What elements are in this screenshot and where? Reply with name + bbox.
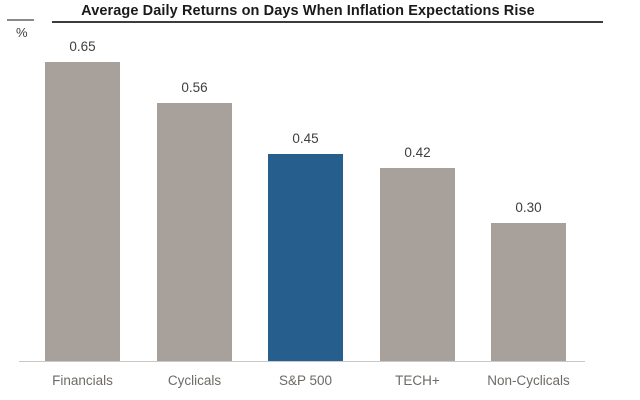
value-label-financials: 0.65 (69, 39, 96, 54)
x-axis-baseline (19, 361, 585, 362)
value-label-s-p-500: 0.45 (292, 131, 319, 146)
category-label-non-cyclicals: Non-Cyclicals (487, 373, 570, 388)
value-label-non-cyclicals: 0.30 (515, 200, 542, 215)
bar-non-cyclicals (491, 223, 566, 361)
bar-s-p-500 (268, 154, 343, 361)
category-label-cyclicals: Cyclicals (167, 373, 222, 388)
value-label-tech: 0.42 (404, 145, 431, 160)
category-label-financials: Financials (52, 373, 113, 388)
value-label-cyclicals: 0.56 (181, 80, 208, 95)
bar-financials (45, 62, 120, 361)
category-label-tech: TECH+ (395, 373, 440, 388)
chart-title: Average Daily Returns on Days When Infla… (81, 3, 535, 19)
title-underline (52, 21, 603, 23)
y-axis-unit-label: % (16, 25, 28, 40)
bar-tech (380, 168, 455, 361)
y-axis-top-tick (7, 19, 34, 21)
category-label-s-p-500: S&P 500 (278, 373, 333, 388)
bar-cyclicals (157, 103, 232, 361)
